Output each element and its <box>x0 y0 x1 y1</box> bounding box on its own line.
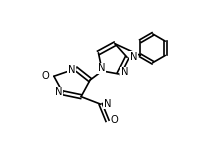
Text: N: N <box>121 67 128 77</box>
Text: N: N <box>130 52 137 62</box>
Text: N: N <box>54 87 62 97</box>
Text: N: N <box>98 63 105 73</box>
Text: O: O <box>42 71 50 81</box>
Text: O: O <box>110 115 118 125</box>
Text: N: N <box>104 99 112 109</box>
Text: N: N <box>68 65 75 75</box>
